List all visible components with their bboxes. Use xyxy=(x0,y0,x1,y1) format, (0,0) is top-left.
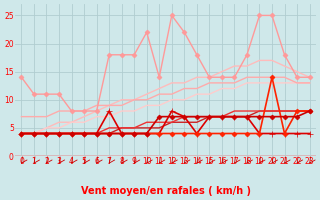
X-axis label: Vent moyen/en rafales ( km/h ): Vent moyen/en rafales ( km/h ) xyxy=(81,186,251,196)
